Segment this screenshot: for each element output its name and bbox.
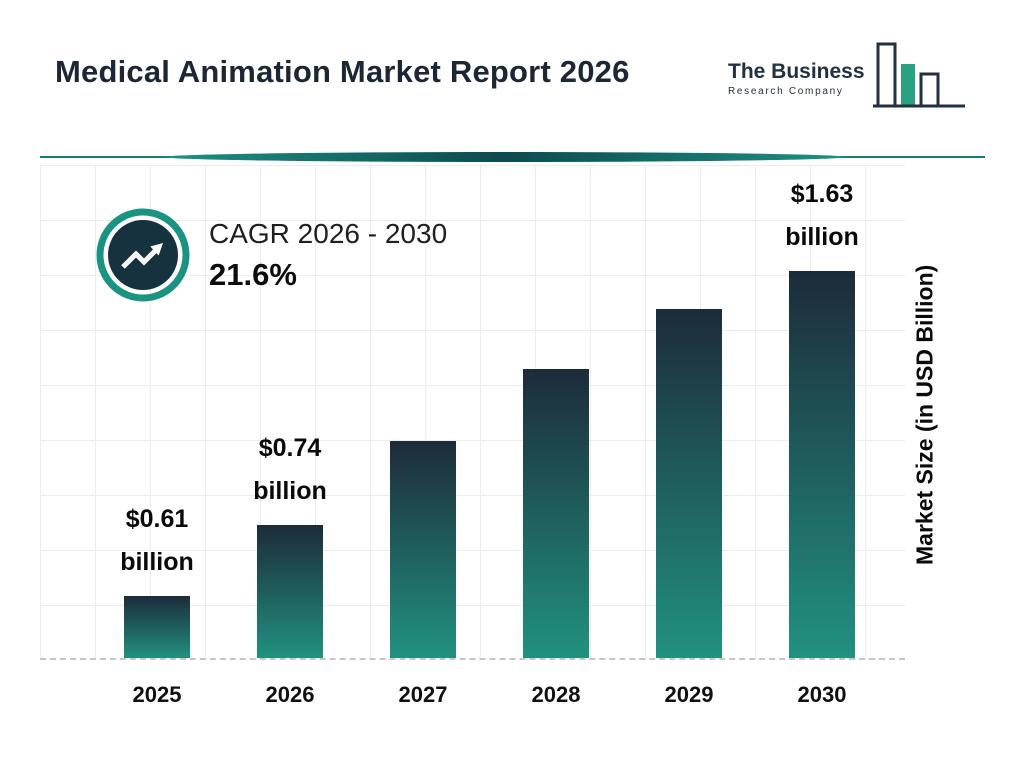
- x-tick-2029: 2029: [664, 682, 714, 707]
- cagr-label: CAGR 2026 - 2030: [209, 217, 448, 249]
- value-label-2025: $0.61 billion: [120, 505, 194, 576]
- bar-2025: [124, 596, 190, 658]
- x-tick-2025: 2025: [132, 682, 182, 707]
- cagr-badge: CAGR 2026 - 2030 21.6%: [95, 207, 447, 303]
- bar-column-2029: [656, 165, 722, 658]
- bar-2030: [789, 271, 855, 658]
- logo-bar-chart-icon: [872, 42, 965, 108]
- bar-column-2027: [390, 165, 456, 658]
- bar-2026: [257, 525, 323, 658]
- bar-2027: [390, 441, 456, 658]
- x-axis-labels: 2025 2026 2027 2028 2029 2030: [124, 682, 855, 708]
- x-tick-2027: 2027: [398, 682, 448, 707]
- divider-line: [40, 152, 985, 162]
- company-logo-text: The Business Research Company: [728, 60, 865, 97]
- x-tick-2028: 2028: [531, 682, 581, 707]
- value-label-2026: $0.74 billion: [253, 434, 327, 505]
- bar-2028: [523, 369, 589, 658]
- y-axis-title: Market Size (in USD Billion): [911, 264, 938, 566]
- bar-column-2030: $1.63 billion: [785, 165, 859, 658]
- company-logo: The Business Research Company: [728, 38, 965, 118]
- x-tick-2030: 2030: [797, 682, 847, 707]
- cagr-text: CAGR 2026 - 2030 21.6%: [209, 218, 447, 293]
- bar-chart: $0.61 billion $0.74 billion $1.63 billion: [120, 165, 859, 658]
- bar-column-2028: [523, 165, 589, 658]
- logo-name: The Business: [728, 59, 865, 83]
- cagr-value: 21.6%: [209, 256, 297, 292]
- bar-column-2026: $0.74 billion: [253, 165, 327, 658]
- trend-up-circle-icon: [96, 208, 190, 302]
- bar-column-2025: $0.61 billion: [120, 165, 194, 658]
- value-label-2030: $1.63 billion: [785, 180, 859, 251]
- x-tick-2026: 2026: [265, 682, 315, 707]
- page-title: Medical Animation Market Report 2026: [55, 54, 630, 89]
- logo-subtitle: Research Company: [728, 85, 844, 97]
- bar-2029: [656, 309, 722, 658]
